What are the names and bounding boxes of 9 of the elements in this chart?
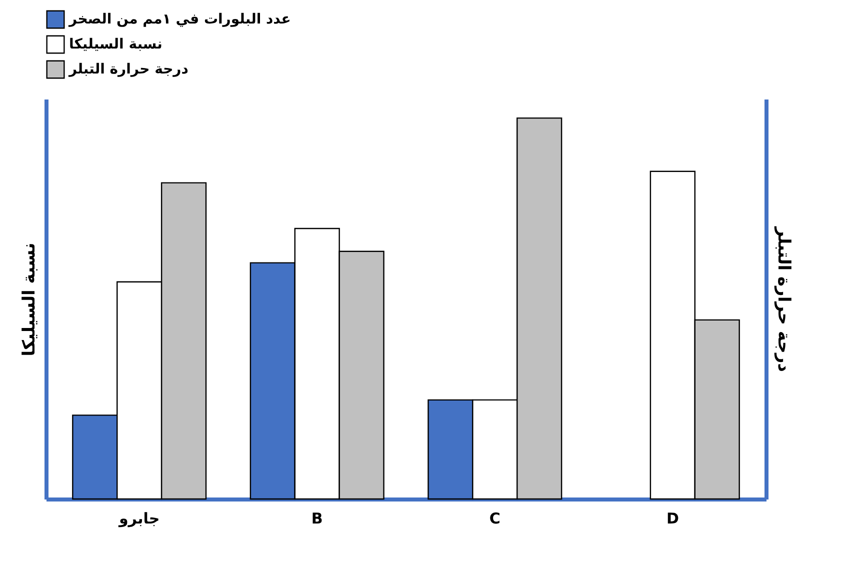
legend-label: درجة حرارة التبلر <box>68 62 188 78</box>
x-tick-label: B <box>311 510 323 528</box>
legend-label: عدد البلورات في ١مم من الصخر <box>68 12 291 28</box>
x-tick-label: جابرو <box>118 510 160 528</box>
y-axis-title: نسبة السيليكا <box>20 242 40 356</box>
legend-label: نسبة السيليكا <box>69 36 162 52</box>
x-tick-label: C <box>489 510 500 528</box>
x-tick-label: D <box>666 510 679 528</box>
y2-axis-title: درجة حرارة التبلر <box>774 226 794 372</box>
